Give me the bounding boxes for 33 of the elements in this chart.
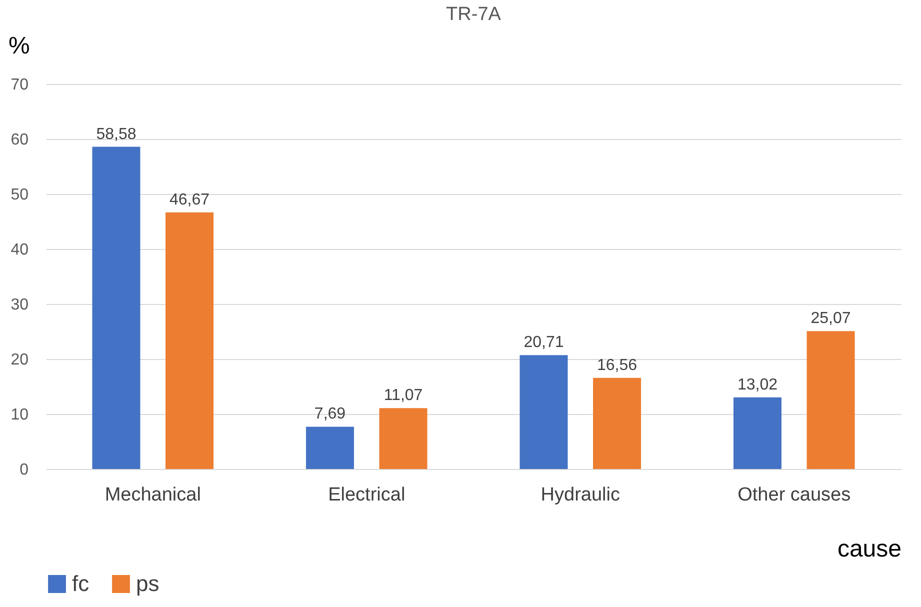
legend-label: fc (72, 571, 90, 596)
bar (166, 212, 214, 469)
y-tick-label: 40 (10, 242, 29, 258)
data-label: 16,56 (596, 356, 638, 374)
x-tick-label: Electrical (328, 484, 406, 506)
bar (520, 355, 568, 469)
bar (379, 408, 428, 469)
x-tick-label: Mechanical (104, 484, 201, 506)
data-label: 13,02 (737, 376, 778, 394)
bar (92, 146, 140, 469)
bar (733, 397, 782, 469)
y-tick-label: 0 (20, 462, 29, 478)
y-tick-label: 70 (10, 76, 29, 94)
x-tick-label: Other causes (738, 484, 851, 506)
y-tick-label: 30 (10, 296, 29, 314)
y-tick-label: 50 (10, 186, 29, 204)
y-tick-label: 60 (10, 132, 29, 148)
y-tick-label: 20 (10, 352, 29, 368)
data-label: 11,07 (384, 387, 423, 404)
data-label: 46,67 (169, 191, 210, 208)
x-tick-label: Hydraulic (540, 484, 620, 506)
chart-title: TR-7A (446, 4, 502, 25)
data-label: 20,71 (524, 334, 564, 352)
y-axis-title: % (8, 32, 30, 60)
bar (593, 378, 642, 469)
data-label: 58,58 (96, 126, 136, 143)
data-label: 7,69 (314, 406, 346, 423)
x-axis-title: cause (837, 536, 902, 562)
bar (806, 331, 855, 469)
y-tick-label: 10 (10, 406, 29, 424)
bar (306, 426, 354, 469)
legend-label: ps (136, 571, 160, 596)
data-label: 25,07 (810, 310, 851, 328)
